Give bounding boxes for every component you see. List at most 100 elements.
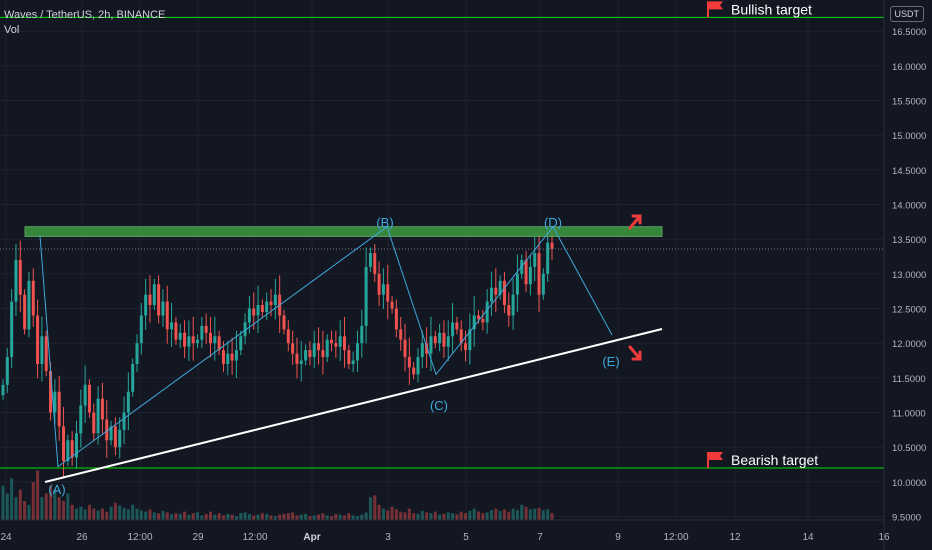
volume-bar <box>338 514 342 520</box>
volume-bar <box>109 506 113 520</box>
candle-body <box>394 308 398 330</box>
candle-body <box>459 329 463 344</box>
candle-body <box>472 315 476 330</box>
volume-bar <box>126 509 130 520</box>
volume-bar <box>377 504 381 520</box>
volume-bar <box>515 510 519 520</box>
volume-bar <box>407 508 411 520</box>
price-tick-label: 11.0000 <box>892 409 926 420</box>
candle-body <box>83 384 87 406</box>
volume-bar <box>5 493 9 520</box>
volume-bar <box>541 510 545 520</box>
volume-label: Vol <box>4 24 20 36</box>
candle-body <box>537 253 541 295</box>
currency-button[interactable]: USDT <box>889 6 924 22</box>
candle-body <box>57 391 61 427</box>
candle-body <box>507 305 511 316</box>
candle-body <box>416 357 420 375</box>
volume-bar <box>325 515 329 520</box>
volume-bar <box>481 513 485 520</box>
chart-grid <box>0 0 885 520</box>
candle-body <box>27 280 31 330</box>
volume-bar <box>299 514 303 520</box>
candle-body <box>40 336 44 364</box>
flag-icon-cloth <box>709 452 723 460</box>
volume-bar <box>343 515 347 520</box>
volume-bar <box>442 513 446 520</box>
candle-body <box>148 294 152 306</box>
price-tick-label: 15.0000 <box>892 131 926 142</box>
volume-bar <box>131 504 135 520</box>
candle-body <box>66 440 70 462</box>
time-tick-label: Apr <box>303 532 320 543</box>
volume-bar <box>511 508 515 520</box>
candle-body <box>286 329 290 344</box>
volume-bar <box>334 513 338 520</box>
candle-body <box>468 329 472 351</box>
candle-body <box>360 325 364 344</box>
candle-body <box>390 301 394 309</box>
candle-body <box>433 336 437 344</box>
candle-body <box>412 367 416 375</box>
candle-body <box>407 357 411 368</box>
candle-body <box>243 322 247 337</box>
candle-body <box>515 273 519 295</box>
candle-body <box>70 440 74 458</box>
volume-bar <box>204 513 208 520</box>
bearish-target-label: Bearish target <box>731 452 818 468</box>
candle-body <box>502 280 506 306</box>
candle-body <box>196 339 200 344</box>
candle-body <box>546 242 550 274</box>
price-axis-bg <box>884 0 932 550</box>
volume-bar <box>537 507 541 520</box>
candle-body <box>113 426 117 448</box>
volume-bar <box>213 514 217 520</box>
candle-body <box>438 332 442 344</box>
volume-bar <box>44 493 48 520</box>
candle-body <box>109 426 113 441</box>
candle-body <box>550 242 554 249</box>
volume-bar <box>57 497 61 520</box>
candle-body <box>178 332 182 340</box>
time-axis[interactable]: 24 26 12:00 29 12:00 Apr 3 5 7 9 12:00 12 14 16 <box>0 519 890 543</box>
volume-bar <box>533 508 537 520</box>
volume-bar <box>269 515 273 520</box>
candle-body <box>442 332 446 347</box>
volume-bar <box>433 511 437 520</box>
volume-bar <box>96 510 100 520</box>
candle-body <box>364 266 368 326</box>
volume-bar <box>459 511 463 520</box>
volume-bar <box>183 511 187 520</box>
candle-body <box>92 412 96 434</box>
volume-bar <box>87 504 91 520</box>
candle-body <box>31 280 35 316</box>
volume-bar <box>368 497 372 520</box>
up-arrow-icon <box>628 214 642 230</box>
volume-bar <box>546 509 550 520</box>
candle-body <box>312 343 316 358</box>
price-tick-label: 9.5000 <box>892 513 921 524</box>
volume-bar <box>412 513 416 520</box>
volume-bar <box>291 512 295 520</box>
wave-label: (B) <box>376 215 393 230</box>
volume-bar <box>66 493 70 520</box>
time-tick-label: 14 <box>802 532 814 543</box>
candle-body <box>355 343 359 361</box>
price-axis[interactable]: 16.5000 16.0000 15.5000 15.0000 14.5000 14.00… <box>883 0 932 550</box>
volume-bar <box>416 513 420 520</box>
candle-body <box>368 253 372 267</box>
volume-bar <box>217 513 221 520</box>
volume-bar <box>74 508 78 520</box>
wave-label: (E) <box>602 354 619 369</box>
candle-body <box>291 343 295 354</box>
price-tick-label: 13.5000 <box>892 235 926 246</box>
wave-path <box>39 225 613 468</box>
candle-body <box>79 405 83 434</box>
candle-body <box>252 308 256 316</box>
volume-bar <box>70 504 74 520</box>
volume-bar <box>139 510 143 520</box>
candle-body <box>260 305 264 312</box>
volume-bar <box>152 512 156 520</box>
